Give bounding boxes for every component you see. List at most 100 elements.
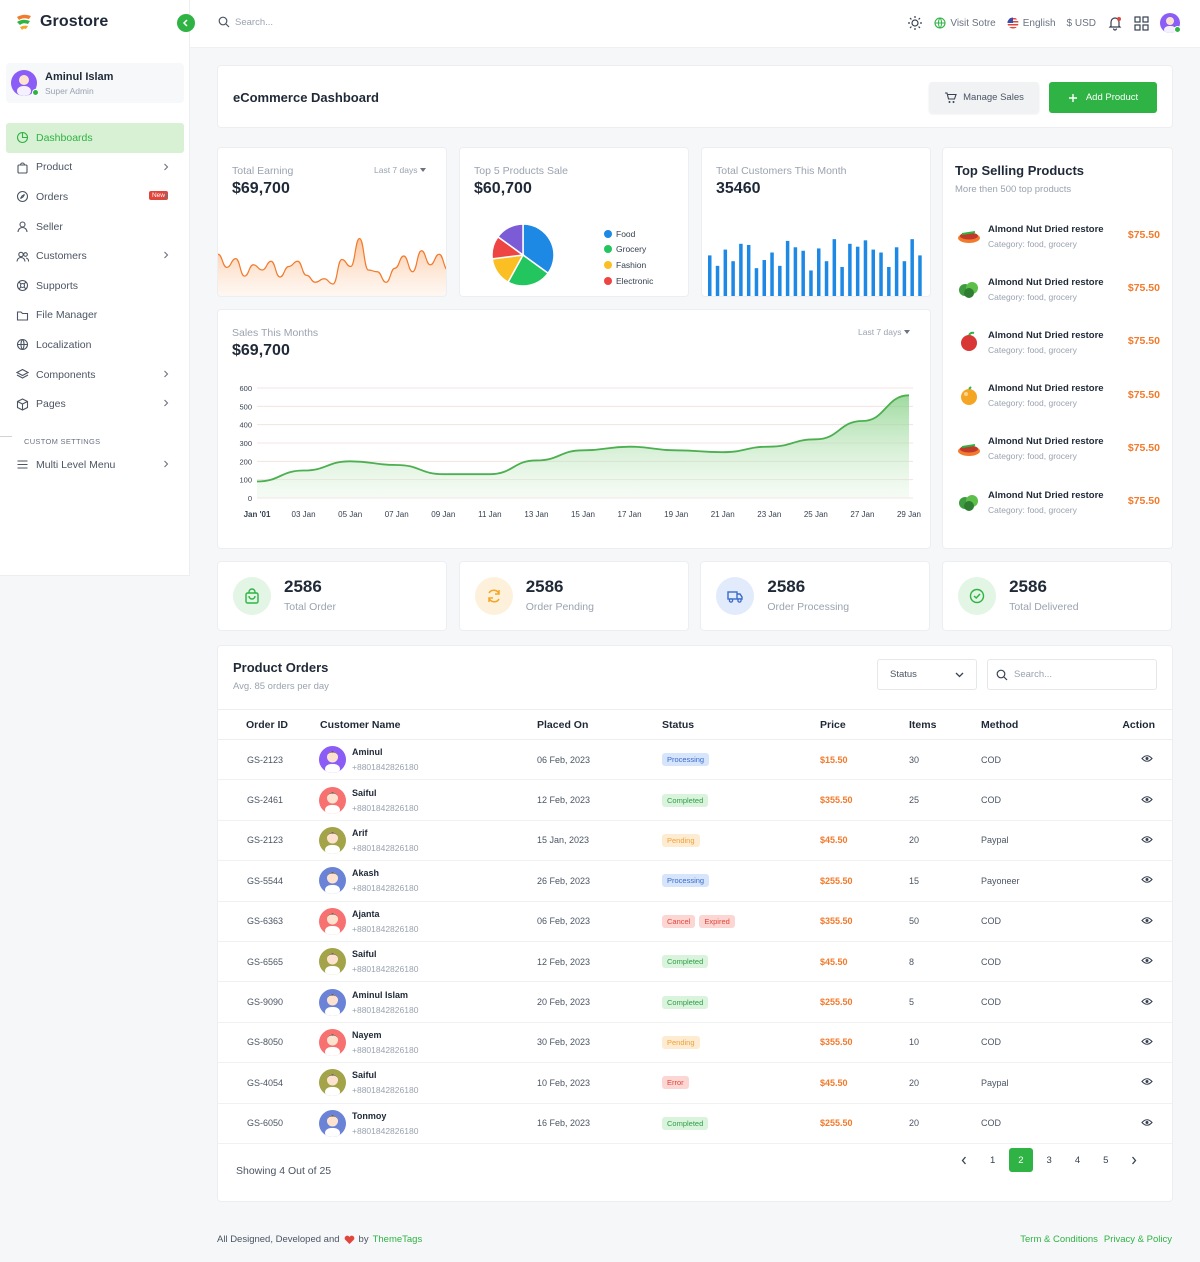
stat-label: Order Pending — [525, 601, 594, 613]
collapse-sidebar-button[interactable] — [177, 14, 195, 32]
status-cell: Completed — [662, 1103, 820, 1144]
page-5-button[interactable]: 5 — [1103, 1154, 1109, 1166]
legend-label: Grocery — [616, 244, 647, 255]
visit-store-link[interactable]: Visit Sotre — [934, 17, 996, 29]
sidebar-item-file-manager[interactable]: File Manager — [6, 301, 184, 331]
top-product-item[interactable]: Almond Nut Dried restore Category: food, … — [955, 482, 1160, 522]
notifications-button[interactable] — [1107, 15, 1123, 31]
sidebar-item-product[interactable]: Product — [6, 153, 184, 183]
table-row[interactable]: GS-4054 Saiful +8801842826180 10 Feb, 2023 E… — [218, 1062, 1173, 1104]
prev-page-button[interactable] — [952, 1148, 976, 1172]
order-items: 15 — [909, 860, 981, 902]
customer-name: Saiful — [352, 949, 377, 960]
theme-toggle[interactable] — [907, 15, 923, 31]
sidebar-item-label: Localization — [36, 338, 92, 351]
customer-cell: Tonmoy +8801842826180 — [319, 1103, 537, 1144]
top-product-item[interactable]: Almond Nut Dried restore Category: food, … — [955, 429, 1160, 469]
status-filter[interactable]: Status — [877, 659, 977, 690]
column-header: Price — [820, 709, 909, 740]
table-row[interactable]: GS-6050 Tonmoy +8801842826180 16 Feb, 2023 C… — [218, 1103, 1173, 1144]
table-row[interactable]: GS-2461 Saiful +8801842826180 12 Feb, 2023 C… — [218, 779, 1173, 821]
add-product-button[interactable]: Add Product — [1049, 82, 1157, 113]
eye-icon[interactable] — [1141, 875, 1153, 884]
brand-logo[interactable]: Grostore — [14, 12, 108, 32]
sidebar-item-supports[interactable]: Supports — [6, 271, 184, 301]
orders-search-input[interactable]: Search... — [987, 659, 1157, 690]
search-input[interactable]: Search... — [218, 16, 273, 28]
sidebar-item-multi-level-menu[interactable]: Multi Level Menu — [6, 450, 184, 480]
terms-link[interactable]: Term & Conditions — [1020, 1234, 1098, 1245]
placed-on: 15 Jan, 2023 — [537, 820, 662, 862]
top-product-item[interactable]: Almond Nut Dried restore Category: food, … — [955, 322, 1160, 362]
customer-bar — [832, 239, 837, 296]
page-4-button[interactable]: 4 — [1074, 1154, 1081, 1166]
table-row[interactable]: GS-9090 Aminul Islam +8801842826180 20 Feb,… — [218, 981, 1173, 1023]
product-name: Almond Nut Dried restore — [988, 436, 1104, 448]
page-2-button[interactable]: 2 — [1008, 1148, 1033, 1172]
eye-icon[interactable] — [1141, 916, 1153, 925]
table-row[interactable]: GS-8050 Nayem +8801842826180 30 Feb, 2023 Pe… — [218, 1022, 1173, 1064]
profile-avatar[interactable] — [1160, 13, 1181, 33]
x-tick-label: 27 Jan — [850, 510, 874, 519]
placed-on: 06 Feb, 2023 — [537, 901, 662, 942]
currency-select[interactable]: $ USD — [1067, 18, 1096, 29]
table-row[interactable]: GS-2123 Aminul +8801842826180 06 Feb, 2023 P… — [218, 739, 1173, 781]
page-3-button[interactable]: 3 — [1046, 1154, 1052, 1166]
order-id: GS-6565 — [218, 941, 320, 983]
page-1-button[interactable]: 1 — [989, 1154, 996, 1166]
avatar — [319, 907, 346, 935]
top-product-item[interactable]: Almond Nut Dried restore Category: food, … — [955, 269, 1160, 309]
eye-icon[interactable] — [1141, 795, 1153, 804]
placed-on: 26 Feb, 2023 — [537, 860, 662, 902]
eye-icon[interactable] — [1141, 835, 1153, 844]
food-icon — [955, 435, 983, 463]
table-row[interactable]: GS-5544 Akash +8801842826180 26 Feb, 2023 Pr… — [218, 860, 1173, 902]
table-row[interactable]: GS-2123 Arif +8801842826180 15 Jan, 2023 Pen… — [218, 820, 1173, 862]
sidebar-item-customers[interactable]: Customers — [6, 241, 184, 271]
card-value: $60,700 — [474, 180, 532, 197]
section-divider — [0, 436, 12, 437]
payment-method: COD — [981, 901, 1091, 942]
eye-icon[interactable] — [1141, 1037, 1153, 1046]
new-badge: New — [148, 191, 168, 201]
table-row[interactable]: GS-6565 Saiful +8801842826180 12 Feb, 2023 C… — [218, 941, 1173, 983]
top-product-item[interactable]: Almond Nut Dried restore Category: food, … — [955, 216, 1160, 256]
language-select[interactable]: English — [1007, 17, 1056, 29]
eye-icon[interactable] — [1141, 1118, 1153, 1127]
user-profile[interactable]: Aminul Islam Super Admin — [6, 63, 184, 103]
order-price: $45.50 — [820, 820, 909, 862]
apps-button[interactable] — [1134, 15, 1149, 31]
top-product-item[interactable]: Almond Nut Dried restore Category: food, … — [955, 376, 1160, 416]
y-tick-label: 0 — [248, 494, 252, 503]
sidebar-item-components[interactable]: Components — [6, 360, 184, 390]
orders-search-placeholder: Search... — [1014, 669, 1053, 680]
chevron-down-icon — [955, 672, 964, 677]
customer-bar — [723, 249, 728, 296]
chevron-right-icon — [164, 370, 169, 378]
payment-method: COD — [981, 739, 1091, 781]
payment-method: COD — [981, 1103, 1091, 1144]
column-header: Customer Name — [320, 709, 537, 740]
product-price: $75.50 — [1127, 388, 1160, 401]
sidebar-item-pages[interactable]: Pages — [6, 389, 184, 419]
customer-bar — [762, 260, 766, 296]
table-row[interactable]: GS-6363 Ajanta +8801842826180 06 Feb, 2023 C… — [218, 901, 1173, 942]
range-dropdown[interactable]: Last 7 days — [374, 165, 427, 175]
eye-icon[interactable] — [1141, 754, 1153, 763]
manage-sales-button[interactable]: Manage Sales — [929, 82, 1039, 113]
range-dropdown[interactable]: Last 7 days — [858, 327, 911, 337]
placed-on: 20 Feb, 2023 — [537, 981, 662, 1023]
sidebar-item-localization[interactable]: Localization — [6, 330, 184, 360]
footer-brand-link[interactable]: ThemeTags — [372, 1234, 423, 1245]
sidebar-item-dashboards[interactable]: Dashboards — [6, 123, 184, 153]
eye-icon[interactable] — [1141, 997, 1153, 1006]
eye-icon[interactable] — [1141, 1077, 1153, 1086]
sidebar-item-orders[interactable]: Orders New — [6, 182, 184, 212]
next-page-button[interactable] — [1122, 1148, 1146, 1172]
sidebar-item-label: Product — [36, 161, 73, 174]
legend-label: Food — [616, 228, 636, 239]
sidebar-item-seller[interactable]: Seller — [6, 212, 184, 242]
privacy-link[interactable]: Privacy & Policy — [1103, 1234, 1172, 1245]
eye-icon[interactable] — [1141, 956, 1153, 965]
avatar — [11, 70, 37, 96]
